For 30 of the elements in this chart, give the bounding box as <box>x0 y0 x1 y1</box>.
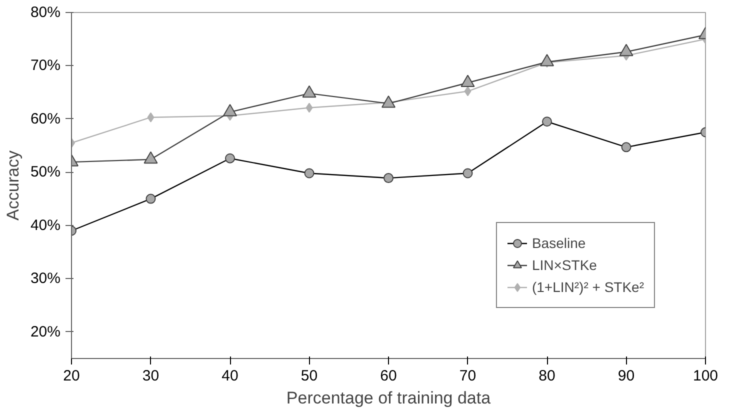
point <box>302 85 316 98</box>
y-tick-label: 50% <box>30 164 61 181</box>
x-tick-label: 70 <box>459 368 476 384</box>
legend-label: LIN×STKe <box>532 257 597 273</box>
x-tick-label: 60 <box>380 368 397 384</box>
x-tick-label: 20 <box>63 368 80 384</box>
point <box>147 112 154 122</box>
y-tick-label: 40% <box>30 216 61 234</box>
y-axis-title: Accuracy <box>3 150 22 220</box>
x-tick-label: 40 <box>222 368 238 384</box>
legend-label: Baseline <box>532 235 586 251</box>
point <box>382 96 396 108</box>
y-tick-label: 20% <box>30 323 61 340</box>
x-tick-label: 100 <box>692 368 718 384</box>
x-tick-label: 80 <box>538 368 556 384</box>
y-tick-label: 60% <box>30 110 61 128</box>
point <box>306 102 313 113</box>
point <box>619 44 634 56</box>
legend-label: (1+LIN²)² + STKe² <box>532 279 644 295</box>
x-axis-title: Percentage of training data <box>286 388 492 408</box>
point <box>464 86 472 96</box>
point <box>540 54 554 66</box>
y-tick-label: 70% <box>30 57 61 74</box>
y-tick-label: 30% <box>30 270 61 288</box>
point <box>460 74 475 88</box>
x-tick-label: 30 <box>142 368 160 384</box>
x-tick-label: 50 <box>300 368 318 384</box>
x-tick-label: 90 <box>618 368 635 384</box>
point <box>223 104 237 116</box>
y-tick-label: 80% <box>30 4 61 21</box>
